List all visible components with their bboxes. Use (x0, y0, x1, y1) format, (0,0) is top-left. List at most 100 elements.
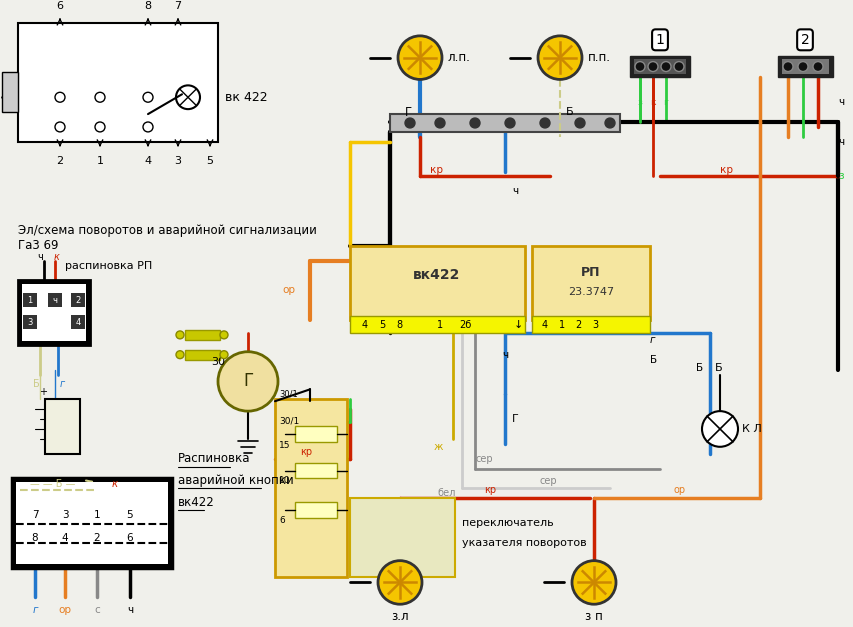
Bar (781, 59, 828, 75)
Text: 3: 3 (591, 320, 597, 330)
Text: 4: 4 (542, 320, 548, 330)
Text: 6: 6 (126, 533, 133, 543)
Text: 7: 7 (32, 510, 38, 520)
Text: 8: 8 (32, 533, 38, 543)
Text: 2: 2 (56, 155, 63, 166)
Text: ч: ч (52, 296, 57, 305)
Circle shape (220, 350, 228, 359)
Bar (23, 315, 37, 329)
Text: ор: ор (59, 605, 72, 615)
Text: 8: 8 (144, 1, 151, 11)
Circle shape (660, 61, 670, 71)
Text: Г: Г (242, 372, 252, 391)
Bar (18, 23, 218, 142)
Circle shape (701, 411, 737, 447)
Circle shape (673, 61, 683, 71)
Circle shape (176, 85, 200, 109)
Text: указателя поворотов: указателя поворотов (461, 538, 586, 548)
Circle shape (95, 92, 105, 102)
Bar (16, 482, 168, 564)
Bar (185, 350, 220, 360)
Text: л.п.: л.п. (448, 51, 470, 64)
Text: з: з (837, 171, 843, 181)
Text: 4: 4 (362, 320, 368, 330)
Text: 1: 1 (655, 33, 664, 47)
Text: 30/1: 30/1 (279, 390, 298, 399)
Bar (294, 426, 337, 442)
Text: 1: 1 (558, 320, 565, 330)
Text: 5: 5 (379, 320, 385, 330)
Text: к: к (54, 251, 60, 261)
Bar (45, 399, 80, 454)
Bar (22, 285, 86, 341)
Text: ч: ч (512, 186, 518, 196)
Text: +: + (39, 387, 47, 398)
Text: К Л: К Л (741, 424, 761, 434)
Bar (633, 59, 685, 75)
Circle shape (142, 122, 153, 132)
Text: 1: 1 (437, 320, 443, 330)
Text: Б: Б (649, 355, 656, 365)
Text: 3: 3 (27, 317, 32, 327)
Bar (71, 293, 85, 307)
Text: ж: ж (433, 442, 443, 452)
Bar (294, 463, 337, 478)
Text: Эл/схема поворотов и аварийной сигнализации: Эл/схема поворотов и аварийной сигнализа… (18, 224, 316, 238)
Circle shape (397, 36, 442, 80)
Text: 2: 2 (94, 533, 100, 543)
Circle shape (572, 561, 615, 604)
Text: 30/1: 30/1 (279, 416, 299, 426)
Text: кр: кр (430, 164, 443, 174)
Text: ор: ор (281, 285, 294, 295)
Text: ч: ч (837, 137, 843, 147)
Text: ч: ч (502, 350, 508, 360)
Text: г: г (649, 335, 655, 345)
Text: бел: бел (437, 488, 456, 498)
Text: к: к (112, 480, 118, 490)
Text: 6: 6 (56, 1, 63, 11)
Text: РП: РП (581, 266, 600, 279)
Text: п.п.: п.п. (588, 51, 610, 64)
Circle shape (537, 36, 581, 80)
Bar (275, 399, 346, 577)
Circle shape (504, 118, 514, 128)
Text: 2: 2 (574, 320, 580, 330)
Text: 8: 8 (396, 320, 402, 330)
Text: 2: 2 (800, 33, 809, 47)
Text: Б: Б (566, 107, 573, 117)
Bar (48, 293, 62, 307)
Bar (18, 280, 90, 345)
Text: 3: 3 (174, 155, 182, 166)
Text: Б: Б (696, 362, 703, 372)
Text: вк 422: вк 422 (224, 91, 267, 103)
Text: вк422: вк422 (413, 268, 460, 283)
Text: з п: з п (584, 610, 602, 623)
Text: — — Б —: — — Б — (30, 480, 75, 490)
Bar (23, 293, 37, 307)
Circle shape (218, 352, 278, 411)
Circle shape (95, 122, 105, 132)
Text: Г: Г (404, 105, 411, 119)
Circle shape (782, 61, 792, 71)
Text: г: г (60, 379, 65, 389)
Bar (12, 478, 171, 567)
Bar (350, 246, 525, 320)
Text: сер: сер (539, 477, 557, 487)
Bar (294, 502, 337, 518)
Text: 4: 4 (61, 533, 68, 543)
Text: аварийной кнопки: аварийной кнопки (177, 474, 293, 487)
Text: Г: Г (512, 414, 518, 424)
Text: з.л: з.л (391, 610, 409, 623)
Text: 7: 7 (174, 1, 182, 11)
Circle shape (812, 61, 822, 71)
Circle shape (176, 350, 183, 359)
Bar (350, 316, 525, 333)
Text: 15: 15 (279, 441, 290, 450)
Circle shape (604, 118, 614, 128)
Text: Га3 69: Га3 69 (18, 240, 59, 252)
Circle shape (574, 118, 584, 128)
Text: 4: 4 (75, 317, 80, 327)
Text: 2б: 2б (458, 320, 471, 330)
Circle shape (635, 61, 644, 71)
Text: к: к (649, 98, 655, 107)
